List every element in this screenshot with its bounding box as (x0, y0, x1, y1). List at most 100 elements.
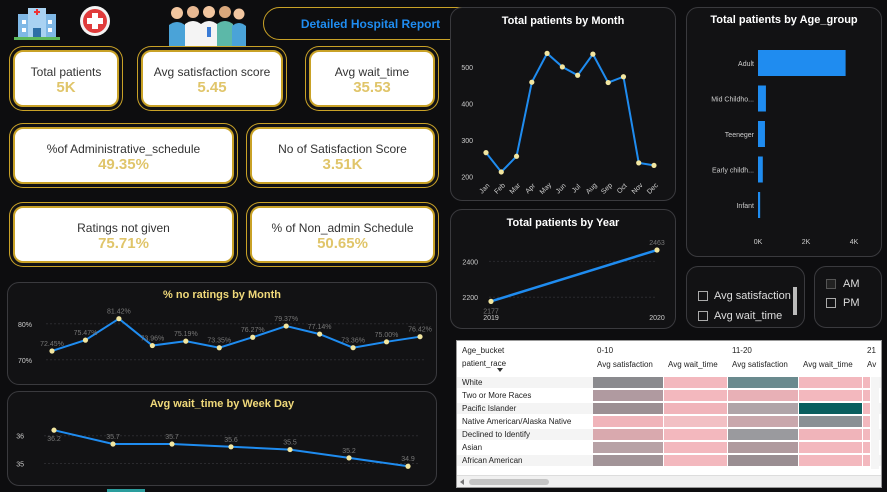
matrix-cell[interactable] (728, 390, 799, 401)
kpi-label: Avg wait_time (334, 65, 410, 79)
matrix-cell[interactable] (799, 455, 863, 466)
matrix-cell[interactable] (728, 442, 799, 453)
data-point (513, 153, 520, 159)
matrix-cell[interactable] (863, 442, 871, 453)
matrix-cell[interactable] (863, 429, 871, 440)
matrix-col-label: Avg wait_time (803, 360, 853, 369)
x-tick-label: Nov (631, 182, 645, 196)
data-point (654, 247, 660, 253)
matrix-cell[interactable] (728, 416, 799, 427)
matrix-row[interactable]: Native American/Alaska Native (457, 416, 881, 427)
matrix-cell[interactable] (593, 403, 664, 414)
matrix-cell[interactable] (664, 377, 728, 388)
matrix-cell[interactable] (593, 442, 664, 453)
pm-label[interactable]: PM (843, 297, 860, 309)
age-race-matrix: Age_bucket patient_race 0-10 11-20 21 Av… (456, 340, 882, 488)
page-tab-indicator[interactable] (107, 489, 145, 492)
x-tick-label: Dec (646, 182, 660, 196)
matrix-cell[interactable] (664, 403, 728, 414)
matrix-cell[interactable] (664, 416, 728, 427)
matrix-row[interactable]: Declined to Identify (457, 429, 881, 440)
data-point (228, 444, 234, 450)
data-label: 75.47% (74, 330, 98, 337)
matrix-group-header: 0-10 (597, 346, 614, 355)
matrix-row[interactable]: Asian (457, 442, 881, 453)
matrix-row[interactable]: Pacific Islander (457, 403, 881, 414)
scroll-left-icon[interactable] (460, 479, 464, 485)
matrix-cell[interactable] (799, 377, 863, 388)
kpi-label: Total patients (30, 65, 102, 79)
matrix-row[interactable]: White (457, 377, 881, 388)
scroll-thumb[interactable] (469, 479, 549, 485)
data-label: 75.00% (375, 332, 399, 339)
kpi-label: %of Administrative_schedule (46, 142, 201, 156)
matrix-cell[interactable] (593, 377, 664, 388)
matrix-cell[interactable] (664, 390, 728, 401)
matrix-cell[interactable] (863, 455, 871, 466)
matrix-cell[interactable] (728, 429, 799, 440)
matrix-cell[interactable] (799, 390, 863, 401)
chart-age-panel: Total patients by Age_group Adult Mid Chi… (686, 7, 882, 257)
x-tick-label: Jun (555, 182, 568, 195)
matrix-cell[interactable] (799, 416, 863, 427)
data-point (544, 50, 550, 56)
x-tick-label: 2020 (649, 315, 665, 322)
matrix-cell[interactable] (664, 442, 728, 453)
avg-wait-checkbox[interactable] (698, 311, 708, 321)
sort-arrow-icon[interactable] (497, 368, 503, 372)
matrix-cell[interactable] (728, 377, 799, 388)
matrix-cell[interactable] (593, 455, 664, 466)
matrix-cell[interactable] (728, 403, 799, 414)
matrix-cell[interactable] (593, 390, 664, 401)
matrix-cell[interactable] (799, 442, 863, 453)
data-label: 73.36% (341, 338, 365, 345)
y-tick-label: Teeneger (725, 132, 755, 139)
y-tick-label: 80% (18, 322, 32, 329)
pm-checkbox[interactable] (826, 298, 836, 308)
matrix-row[interactable]: African American (457, 455, 881, 466)
data-label: 77.14% (308, 324, 332, 331)
x-tick-label: Jul (571, 183, 583, 195)
matrix-cell[interactable] (799, 429, 863, 440)
slicer-scrollbar[interactable] (793, 287, 797, 315)
kpi-label: No of Satisfaction Score (278, 142, 407, 156)
matrix-cell[interactable] (863, 403, 871, 414)
x-tick-label: 0K (754, 239, 763, 246)
data-point (287, 446, 293, 453)
am-label[interactable]: AM (843, 278, 860, 290)
avg-satisfaction-label[interactable]: Avg satisfaction (714, 290, 791, 302)
data-point (605, 79, 611, 86)
data-point (51, 427, 57, 433)
chart-title: % no ratings by Month (163, 289, 281, 301)
bar (758, 85, 766, 112)
data-label: 73.35% (207, 338, 231, 345)
am-checkbox[interactable] (826, 279, 836, 289)
matrix-cell[interactable] (664, 429, 728, 440)
y-tick-label: 200 (461, 174, 473, 181)
y-tick-label: Adult (738, 61, 754, 68)
series-line (485, 51, 655, 174)
series-line (490, 248, 658, 303)
matrix-scrollbar[interactable] (457, 475, 881, 487)
chart-title: Total patients by Year (506, 217, 620, 229)
matrix-cell[interactable] (728, 455, 799, 466)
y-tick-label: Mid Childho... (711, 97, 754, 104)
matrix-cell[interactable] (863, 390, 871, 401)
data-point (417, 334, 423, 340)
matrix-row[interactable]: Two or More Races (457, 390, 881, 401)
matrix-vscroll[interactable] (871, 377, 879, 469)
matrix-cell[interactable] (799, 403, 863, 414)
chart-noratings-panel: % no ratings by Month 70% 80% 72.45% 75.47%… (7, 282, 437, 385)
matrix-cell[interactable] (863, 416, 871, 427)
matrix-cell[interactable] (664, 455, 728, 466)
matrix-row-header: Age_bucket (462, 346, 505, 355)
matrix-cell[interactable] (593, 416, 664, 427)
avg-wait-label[interactable]: Avg wait_time (714, 310, 783, 322)
avg-satisfaction-checkbox[interactable] (698, 291, 708, 301)
matrix-cell[interactable] (593, 429, 664, 440)
kpi-ratings-not-given: Ratings not given 75.71% (13, 206, 234, 263)
y-tick-label: Infant (736, 203, 754, 210)
chart-month-panel: Total patients by Month 200 300 400 500 Jan F… (450, 7, 676, 201)
matrix-cell[interactable] (863, 377, 871, 388)
